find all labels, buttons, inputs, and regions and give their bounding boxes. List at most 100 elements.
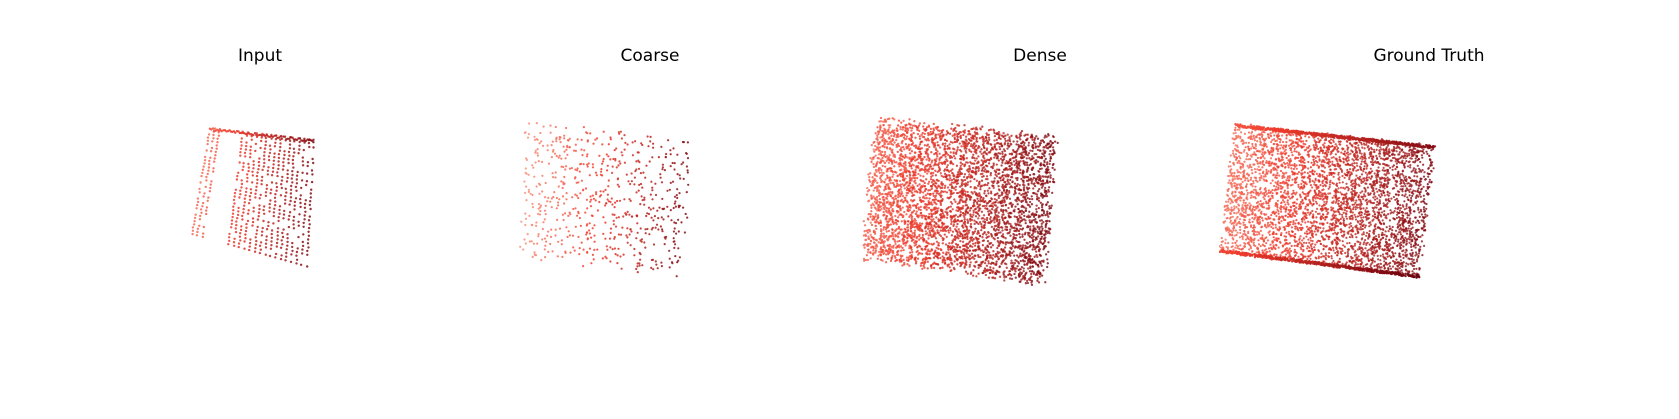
point bbox=[669, 165, 672, 168]
point bbox=[550, 197, 553, 200]
point bbox=[564, 250, 567, 253]
point bbox=[987, 230, 990, 234]
point bbox=[886, 176, 889, 180]
point bbox=[904, 235, 907, 238]
point bbox=[257, 215, 260, 218]
point bbox=[195, 234, 199, 237]
point bbox=[1022, 196, 1025, 199]
point bbox=[263, 158, 266, 161]
point bbox=[952, 224, 955, 228]
point bbox=[891, 207, 894, 211]
point bbox=[1046, 262, 1049, 265]
point bbox=[977, 161, 980, 164]
point bbox=[934, 185, 938, 189]
point bbox=[882, 123, 885, 127]
point bbox=[255, 232, 258, 236]
point bbox=[198, 191, 201, 194]
point bbox=[1003, 270, 1006, 273]
point bbox=[605, 257, 608, 260]
point bbox=[988, 187, 991, 190]
point bbox=[613, 237, 616, 240]
point bbox=[664, 156, 667, 159]
point bbox=[862, 244, 865, 247]
point bbox=[240, 137, 243, 140]
point bbox=[286, 244, 289, 247]
point bbox=[956, 215, 960, 219]
point bbox=[533, 135, 536, 138]
point bbox=[270, 181, 274, 184]
point bbox=[920, 216, 924, 219]
point bbox=[1038, 248, 1042, 251]
point bbox=[934, 196, 937, 199]
point bbox=[916, 191, 919, 194]
point bbox=[895, 129, 899, 132]
point bbox=[885, 207, 889, 210]
point bbox=[888, 209, 891, 213]
point bbox=[265, 187, 268, 190]
point bbox=[961, 257, 964, 260]
point bbox=[939, 191, 942, 195]
point bbox=[636, 214, 639, 217]
point bbox=[532, 242, 535, 245]
point bbox=[668, 188, 671, 191]
point bbox=[255, 229, 259, 232]
point bbox=[578, 216, 581, 220]
point bbox=[907, 232, 910, 236]
point bbox=[880, 180, 883, 184]
point bbox=[208, 190, 212, 193]
point bbox=[937, 192, 940, 195]
point bbox=[273, 196, 277, 199]
point bbox=[983, 150, 986, 153]
point bbox=[1047, 186, 1051, 189]
point bbox=[264, 136, 268, 140]
point bbox=[987, 133, 990, 137]
point bbox=[535, 224, 538, 227]
point bbox=[246, 212, 250, 215]
point bbox=[965, 242, 969, 245]
point bbox=[624, 212, 627, 215]
point bbox=[587, 162, 590, 165]
point bbox=[524, 242, 527, 245]
point bbox=[896, 251, 899, 254]
point bbox=[929, 202, 932, 206]
point bbox=[245, 222, 248, 226]
point bbox=[623, 161, 626, 164]
point bbox=[537, 235, 540, 238]
point bbox=[929, 192, 932, 196]
point bbox=[922, 238, 925, 242]
point bbox=[682, 161, 685, 164]
point bbox=[196, 203, 199, 207]
point bbox=[570, 167, 573, 170]
point bbox=[1041, 203, 1044, 206]
point bbox=[1003, 221, 1006, 225]
point bbox=[1003, 279, 1006, 282]
point bbox=[258, 207, 261, 211]
point bbox=[1031, 257, 1034, 261]
point bbox=[1018, 247, 1022, 250]
point bbox=[899, 195, 902, 198]
point bbox=[929, 227, 932, 230]
point bbox=[1045, 191, 1048, 194]
point bbox=[685, 152, 688, 155]
point bbox=[952, 181, 955, 184]
point bbox=[604, 204, 607, 207]
point bbox=[276, 238, 279, 241]
point bbox=[661, 228, 664, 231]
point bbox=[994, 173, 997, 176]
point bbox=[1008, 139, 1012, 143]
point bbox=[260, 139, 263, 143]
point bbox=[579, 163, 582, 166]
point bbox=[891, 139, 894, 142]
point bbox=[686, 169, 689, 172]
point bbox=[955, 225, 958, 228]
point bbox=[987, 142, 990, 145]
point bbox=[997, 215, 1000, 218]
point bbox=[589, 205, 593, 208]
point bbox=[677, 259, 680, 262]
point bbox=[602, 130, 605, 133]
point bbox=[989, 174, 992, 177]
point bbox=[970, 142, 973, 146]
point bbox=[1013, 215, 1016, 218]
point bbox=[194, 213, 197, 216]
point bbox=[925, 206, 928, 209]
